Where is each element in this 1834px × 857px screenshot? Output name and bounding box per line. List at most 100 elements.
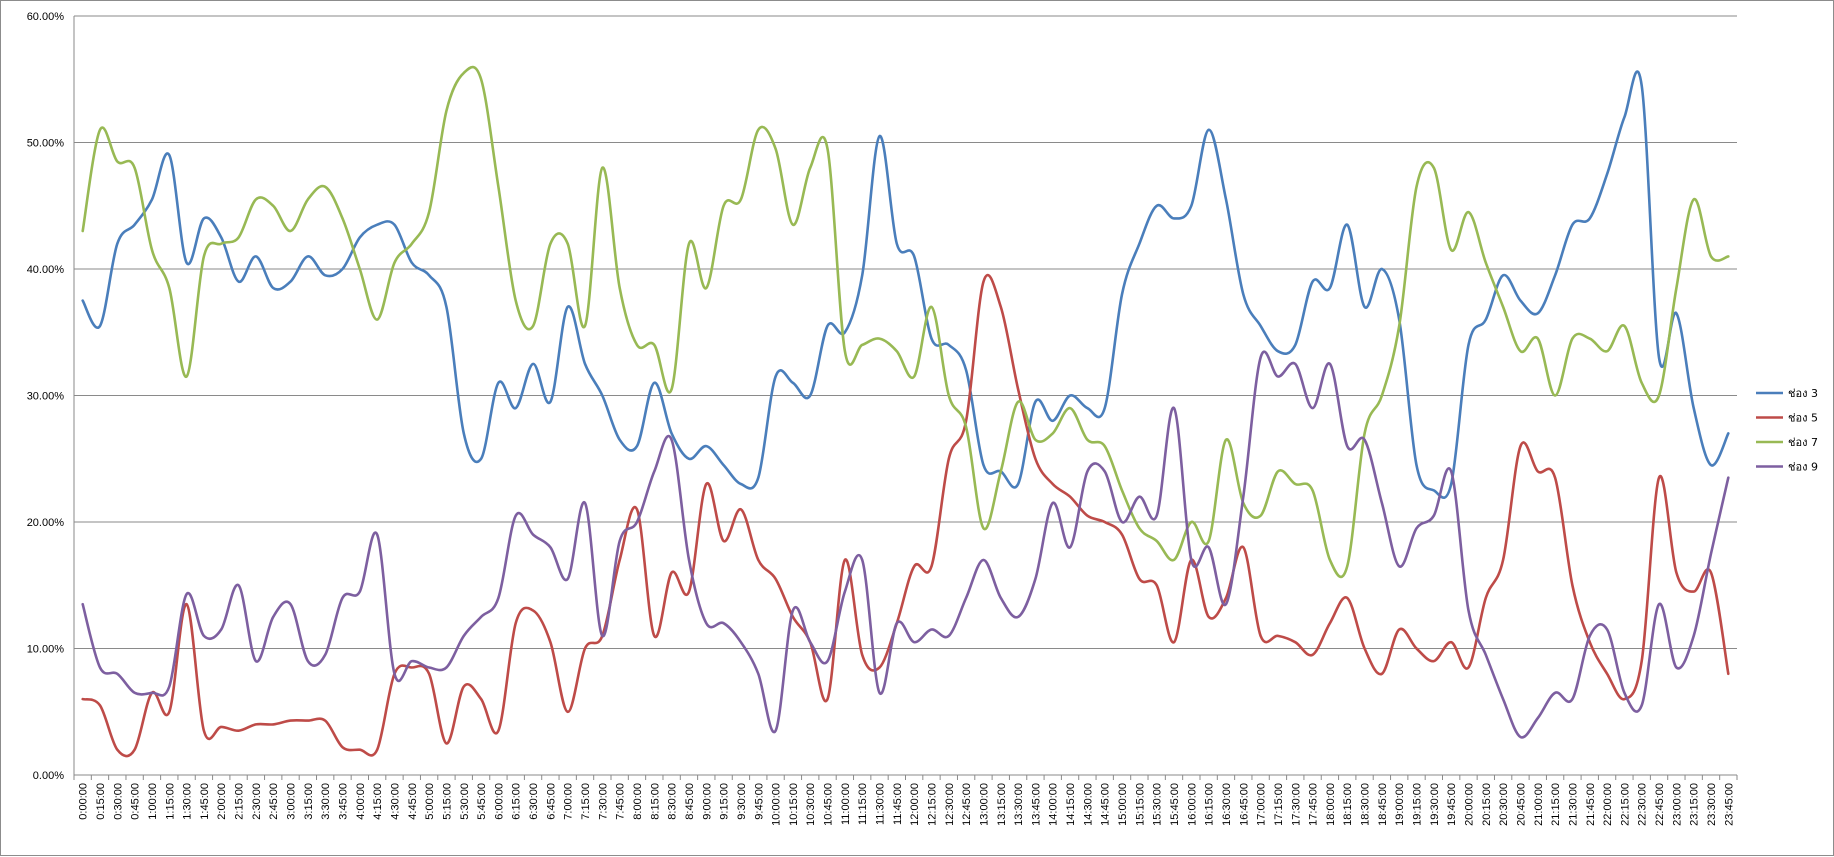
x-tick-label: 13:30:00	[1013, 783, 1025, 826]
x-tick-label: 22:15:00	[1619, 783, 1631, 826]
x-tick-label: 22:45:00	[1654, 783, 1666, 826]
x-tick-label: 19:30:00	[1429, 783, 1441, 826]
x-tick-label: 7:15:00	[580, 783, 592, 820]
x-tick-label: 22:00:00	[1602, 783, 1614, 826]
y-tick-label: 40.00%	[27, 264, 65, 276]
y-tick-label: 10.00%	[27, 644, 65, 656]
x-tick-label: 6:00:00	[493, 783, 505, 820]
series-line	[81, 65, 1730, 579]
x-tick-label: 5:45:00	[476, 783, 488, 820]
x-tick-label: 15:30:00	[1152, 783, 1164, 826]
x-tick-label: 23:15:00	[1689, 783, 1701, 826]
x-tick-label: 14:45:00	[1100, 783, 1112, 826]
x-tick-label: 3:15:00	[303, 783, 315, 820]
x-tick-label: 4:00:00	[355, 783, 367, 820]
x-tick-label: 10:00:00	[771, 783, 783, 826]
x-tick-label: 11:45:00	[892, 783, 904, 825]
x-tick-label: 10:45:00	[823, 783, 835, 826]
x-tick-label: 8:15:00	[649, 783, 661, 820]
x-tick-label: 13:45:00	[1030, 783, 1042, 826]
x-tick-label: 5:30:00	[459, 783, 471, 820]
x-tick-label: 17:00:00	[1256, 783, 1268, 826]
x-tick-label: 11:15:00	[857, 783, 869, 825]
x-tick-label: 18:45:00	[1377, 783, 1389, 826]
x-tick-label: 4:30:00	[389, 783, 401, 820]
legend-label: ช่อง 5	[1788, 412, 1818, 425]
x-tick-label: 2:45:00	[268, 783, 280, 820]
x-tick-label: 1:30:00	[182, 783, 194, 820]
y-axis-tick-labels: 0.00% 10.00% 20.00% 30.00% 40.00% 50.00% 60.00…	[27, 11, 65, 782]
x-tick-label: 4:45:00	[407, 783, 419, 820]
x-tick-label: 19:15:00	[1412, 783, 1424, 826]
x-tick-label: 2:30:00	[251, 783, 263, 820]
x-tick-label: 18:15:00	[1342, 783, 1354, 826]
x-tick-label: 13:15:00	[996, 783, 1008, 826]
x-tick-label: 2:00:00	[216, 783, 228, 820]
legend-label: ช่อง 9	[1788, 461, 1818, 474]
x-tick-label: 3:00:00	[286, 783, 298, 820]
x-tick-label: 5:00:00	[424, 783, 436, 820]
x-tick-label: 10:30:00	[805, 783, 817, 826]
y-tick-label: 60.00%	[27, 11, 65, 23]
x-tick-label: 22:30:00	[1637, 783, 1649, 826]
x-tick-label: 9:00:00	[701, 783, 713, 820]
legend-label: ช่อง 7	[1788, 436, 1818, 449]
x-tick-label: 14:00:00	[1048, 783, 1060, 826]
y-tick-label: 20.00%	[27, 517, 65, 529]
x-tick-label: 23:45:00	[1723, 783, 1735, 826]
x-tick-label: 6:15:00	[511, 783, 523, 820]
x-tick-label: 5:15:00	[441, 783, 453, 820]
x-tick-label: 4:15:00	[372, 783, 384, 820]
x-tick-label: 19:45:00	[1446, 783, 1458, 826]
y-tick-label: 30.00%	[27, 391, 65, 403]
x-tick-label: 17:15:00	[1273, 783, 1285, 826]
x-tick-label: 0:30:00	[112, 783, 124, 820]
x-tick-label: 12:15:00	[926, 783, 938, 826]
x-tick-label: 21:15:00	[1550, 783, 1562, 826]
x-tick-label: 1:00:00	[147, 783, 159, 820]
x-tick-label: 3:30:00	[320, 783, 332, 820]
x-tick-label: 9:30:00	[736, 783, 748, 820]
axes	[73, 16, 1738, 780]
x-tick-label: 20:45:00	[1515, 783, 1527, 826]
x-tick-label: 1:15:00	[164, 783, 176, 820]
x-tick-label: 18:00:00	[1325, 783, 1337, 826]
x-tick-label: 14:30:00	[1082, 783, 1094, 826]
x-tick-label: 16:45:00	[1238, 783, 1250, 826]
gridlines	[74, 15, 1737, 649]
x-tick-label: 8:45:00	[684, 783, 696, 820]
x-tick-label: 15:00:00	[1117, 783, 1129, 826]
x-tick-label: 20:30:00	[1498, 783, 1510, 826]
x-tick-label: 6:30:00	[528, 783, 540, 820]
x-tick-label: 19:00:00	[1394, 783, 1406, 826]
x-tick-label: 18:30:00	[1360, 783, 1372, 826]
x-tick-label: 20:00:00	[1463, 783, 1475, 826]
x-tick-label: 12:00:00	[909, 783, 921, 826]
y-tick-label: 50.00%	[27, 138, 65, 150]
series-lines	[81, 65, 1730, 758]
x-tick-label: 14:15:00	[1065, 783, 1077, 826]
x-tick-label: 17:30:00	[1290, 783, 1302, 826]
x-tick-label: 1:45:00	[199, 783, 211, 820]
x-tick-label: 9:15:00	[719, 783, 731, 820]
x-tick-label: 11:00:00	[840, 783, 852, 825]
x-tick-label: 10:15:00	[788, 783, 800, 826]
x-tick-label: 17:45:00	[1308, 783, 1320, 826]
x-tick-label: 15:45:00	[1169, 783, 1181, 826]
x-tick-label: 21:30:00	[1567, 783, 1579, 826]
x-tick-label: 8:30:00	[667, 783, 679, 820]
x-tick-label: 2:15:00	[234, 783, 246, 820]
x-tick-label: 6:45:00	[545, 783, 557, 820]
x-tick-label: 16:00:00	[1186, 783, 1198, 826]
x-tick-label: 7:30:00	[597, 783, 609, 820]
x-tick-label: 3:45:00	[338, 783, 350, 820]
x-tick-label: 8:00:00	[632, 783, 644, 820]
x-tick-label: 9:45:00	[753, 783, 765, 820]
y-tick-label: 0.00%	[33, 770, 64, 782]
x-tick-label: 23:00:00	[1671, 783, 1683, 826]
x-tick-label: 13:00:00	[978, 783, 990, 826]
x-tick-label: 7:00:00	[563, 783, 575, 820]
legend: ช่อง 3 ช่อง 5 ช่อง 7 ช่อง 9	[1756, 387, 1818, 474]
